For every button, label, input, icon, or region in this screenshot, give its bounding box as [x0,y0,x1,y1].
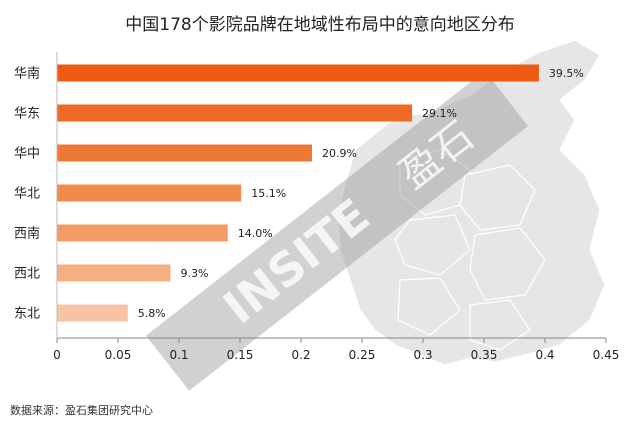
category-label: 东北 [14,307,40,322]
x-tick-label: 0.4 [535,348,554,362]
bar [57,64,539,82]
category-label: 华南 [14,66,40,82]
x-tick-label: 0.3 [413,348,432,362]
bars-group: 华南 39.5% 华东 29.1% 华中 20.9% 华北 15.1% 西南 14.0% 西北 9.3… [14,64,584,322]
source-note: 数据来源：盈石集团研究中心 [10,404,153,417]
x-axis: 0 0.05 0.1 0.15 0.2 0.25 0.3 0.35 0.4 0.45 [53,52,619,362]
category-label: 华中 [14,147,40,162]
category-label: 西南 [14,226,40,242]
category-label: 华东 [14,107,40,122]
x-tick-label: 0.2 [291,348,310,362]
x-tick-label: 0.15 [227,348,254,362]
data-label: 29.1% [422,107,457,120]
bar [57,104,413,122]
x-tick-label: 0.1 [169,348,188,362]
data-label: 15.1% [251,187,286,200]
data-label: 14.0% [238,227,273,240]
category-label: 西北 [14,267,40,282]
x-tick-label: 0.05 [105,348,132,362]
data-label: 9.3% [180,267,208,280]
bar [57,144,312,162]
bar [57,184,242,202]
chart-title: 中国178个影院品牌在地域性布局中的意向地区分布 [125,15,515,35]
x-tick-label: 0.25 [349,348,376,362]
bar [57,264,171,282]
bar [57,224,228,242]
data-label: 20.9% [322,147,357,160]
x-tick-label: 0.45 [593,348,620,362]
data-label: 5.8% [138,307,166,320]
x-tick-label: 0.35 [471,348,498,362]
bar [57,304,128,322]
x-tick-label: 0 [53,348,61,362]
category-label: 华北 [14,187,40,202]
data-label: 39.5% [549,67,584,80]
